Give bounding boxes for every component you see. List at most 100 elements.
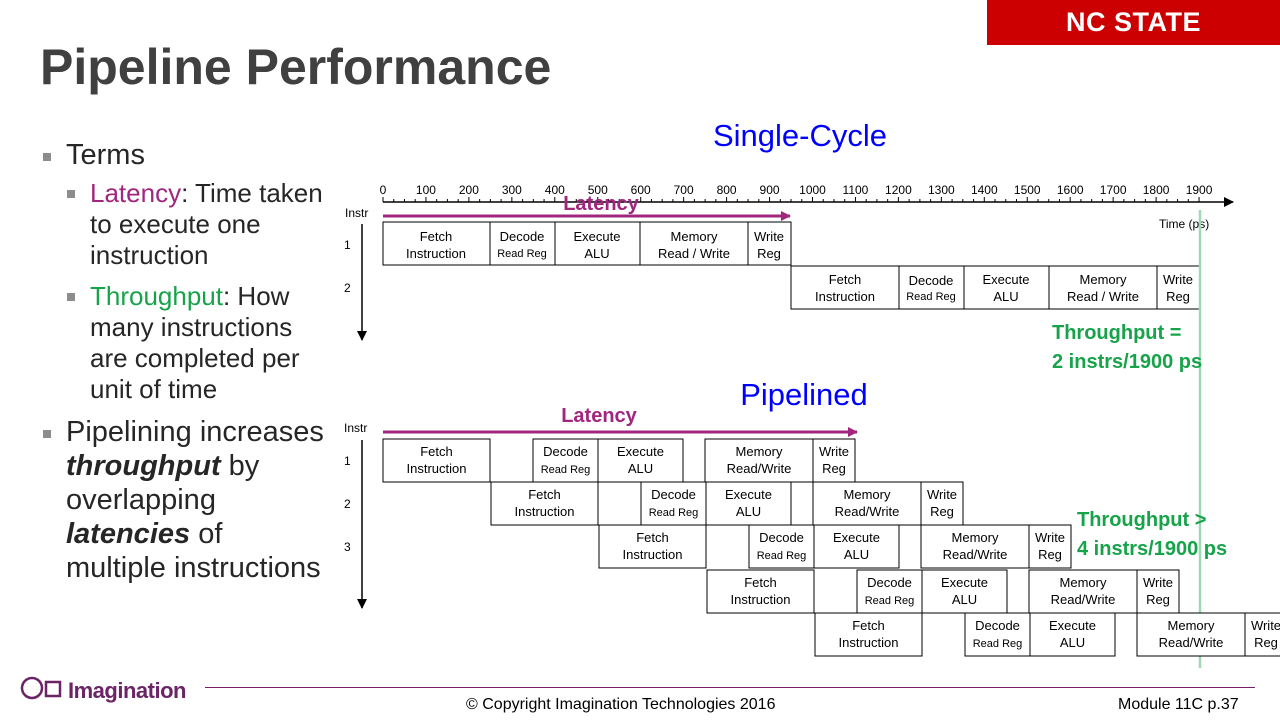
pipe-stage-sublabel: Read/Write — [943, 547, 1008, 562]
svg-text:Write: Write — [1163, 272, 1193, 287]
svg-text:Execute: Execute — [574, 229, 621, 244]
pipe-stage-box — [813, 524, 900, 569]
pipe-stage-box — [598, 524, 707, 569]
pipe-stage-label: Write — [1251, 618, 1280, 633]
svg-text:Instruction: Instruction — [406, 246, 466, 261]
brand-bold: NC STATE — [1066, 7, 1201, 37]
pipe-stage-label: Fetch — [528, 487, 561, 502]
brand-thin: UNIVERSITY — [1049, 52, 1218, 82]
imagination-logo-text: Imagination — [68, 678, 186, 703]
pipe-stage-box — [748, 524, 815, 569]
time-axis-ticks: 0 100 200 300 400 500 600 700 800 900 1000 1100 1200… — [380, 183, 1213, 202]
pipelined-heading: Pipelined — [740, 377, 868, 412]
time-tick-label: 1000 — [799, 183, 826, 197]
pipe-stage-box — [921, 569, 1008, 614]
pipe-stage-sublabel: Instruction — [623, 547, 683, 562]
single-latency-label: Latency — [563, 193, 639, 215]
svg-text:Read / Write: Read / Write — [658, 246, 730, 261]
pipelined-row-3: 3 — [344, 540, 351, 554]
single-cycle-heading: Single-Cycle — [713, 118, 887, 153]
pipe-stage-label: Execute — [617, 444, 664, 459]
pipe-stage-sublabel: Read Reg — [649, 507, 699, 519]
time-tick-label: 1600 — [1057, 183, 1084, 197]
pipe-stage-sublabel: Instruction — [407, 461, 467, 476]
svg-text:Decode: Decode — [500, 229, 545, 244]
latency-term: Latency — [90, 178, 182, 208]
imagination-logo — [20, 676, 62, 700]
single-instr-2-stages: Fetch Instruction Decode Read Reg Execut… — [790, 265, 1201, 310]
pipe-stage-sublabel: Reg — [1146, 592, 1170, 607]
pipelined-row-1: 1 — [344, 454, 351, 468]
pipe-stage-label: Decode — [975, 618, 1020, 633]
svg-text:Fetch: Fetch — [829, 272, 862, 287]
svg-text:Read Reg: Read Reg — [906, 291, 956, 303]
pipelined-throughput-line2: 4 instrs/1900 ps — [1077, 538, 1227, 560]
bullet-pipelining: Pipelining increases throughput by overl… — [40, 415, 330, 585]
pipe-stage-sublabel: Reg — [930, 504, 954, 519]
university-banner: NC STATE UNIVERSITY — [987, 0, 1280, 82]
time-tick-label: 100 — [416, 183, 436, 197]
throughput-definition: : How many instructions are completed pe… — [90, 281, 300, 404]
pipe-stage-box — [1136, 569, 1180, 614]
pipe-stage-label: Write — [819, 444, 849, 459]
pipe-stage-label: Memory — [736, 444, 783, 459]
pipe-stage-label: Write — [1143, 575, 1173, 590]
time-tick-label: 400 — [545, 183, 565, 197]
pipe-stage-sublabel: Instruction — [839, 635, 899, 650]
pipe-stage-sublabel: ALU — [1060, 635, 1085, 650]
time-tick-label: 1700 — [1100, 183, 1127, 197]
pipe-stage-label: Memory — [1168, 618, 1215, 633]
pipe-stage-sublabel: ALU — [736, 504, 761, 519]
pipe-stage-box — [856, 569, 923, 614]
single-row-1: 1 — [344, 238, 351, 252]
single-instr-1-stages: Fetch Instruction Decode Read Reg Execut… — [382, 221, 792, 266]
pipe-stage-label: Execute — [1049, 618, 1096, 633]
pipelined-latency-label: Latency — [561, 405, 637, 427]
svg-text:ALU: ALU — [584, 246, 609, 261]
slide-title: Pipeline Performance — [40, 39, 552, 95]
bullet-latency: Latency: Time taken to execute one instr… — [64, 178, 330, 271]
pipe-stage-box — [1028, 524, 1072, 569]
pipelined-instr-axis-label: Instr — [344, 421, 367, 435]
svg-text:Write: Write — [754, 229, 784, 244]
pipe-stage-sublabel: Instruction — [731, 592, 791, 607]
pipe-stage-sublabel: ALU — [952, 592, 977, 607]
pipe-stage-label: Decode — [651, 487, 696, 502]
module-page: Module 11C p.37 — [1118, 696, 1239, 713]
time-tick-label: 800 — [717, 183, 737, 197]
single-throughput-line1: Throughput = — [1052, 322, 1181, 344]
pipe-stage-box — [1136, 612, 1246, 657]
pipe-stage-sublabel: Read Reg — [757, 550, 807, 562]
pipe-stage-sublabel: Read Reg — [973, 638, 1023, 650]
time-tick-label: 1200 — [885, 183, 912, 197]
time-tick-label: 700 — [674, 183, 694, 197]
pipe-stage-label: Fetch — [852, 618, 885, 633]
bullet-terms: Terms — [40, 138, 330, 172]
svg-text:ALU: ALU — [993, 289, 1018, 304]
time-tick-label: 900 — [760, 183, 780, 197]
pipe-stage-label: Memory — [952, 530, 999, 545]
pipe-stage-label: Decode — [759, 530, 804, 545]
pipe-stage-label: Memory — [844, 487, 891, 502]
pipe-stage-box — [812, 481, 922, 526]
svg-text:Reg: Reg — [1166, 289, 1190, 304]
throughput-term: Throughput — [90, 281, 223, 311]
pipelined-row-2: 2 — [344, 497, 351, 511]
pipe-stage-label: Execute — [833, 530, 880, 545]
time-tick-label: 500 — [588, 183, 608, 197]
pipe-stage-sublabel: ALU — [844, 547, 869, 562]
pipe-stage-label: Fetch — [636, 530, 669, 545]
bullet-throughput: Throughput: How many instructions are co… — [64, 281, 330, 405]
svg-text:Fetch: Fetch — [420, 229, 453, 244]
copyright-text: © Copyright Imagination Technologies 201… — [466, 696, 776, 713]
svg-text:Reg: Reg — [757, 246, 781, 261]
pipe-stage-box — [705, 481, 792, 526]
footer-divider — [205, 687, 1255, 688]
pipe-stage-sublabel: Read Reg — [541, 464, 591, 476]
pipe-stage-box — [706, 569, 815, 614]
latency-definition: : Time taken to execute one instruction — [90, 178, 323, 270]
pipe-stage-sublabel: Read/Write — [835, 504, 900, 519]
time-tick-label: 1300 — [928, 183, 955, 197]
pipe-stage-label: Fetch — [744, 575, 777, 590]
pipe-stage-sublabel: Read/Write — [1051, 592, 1116, 607]
